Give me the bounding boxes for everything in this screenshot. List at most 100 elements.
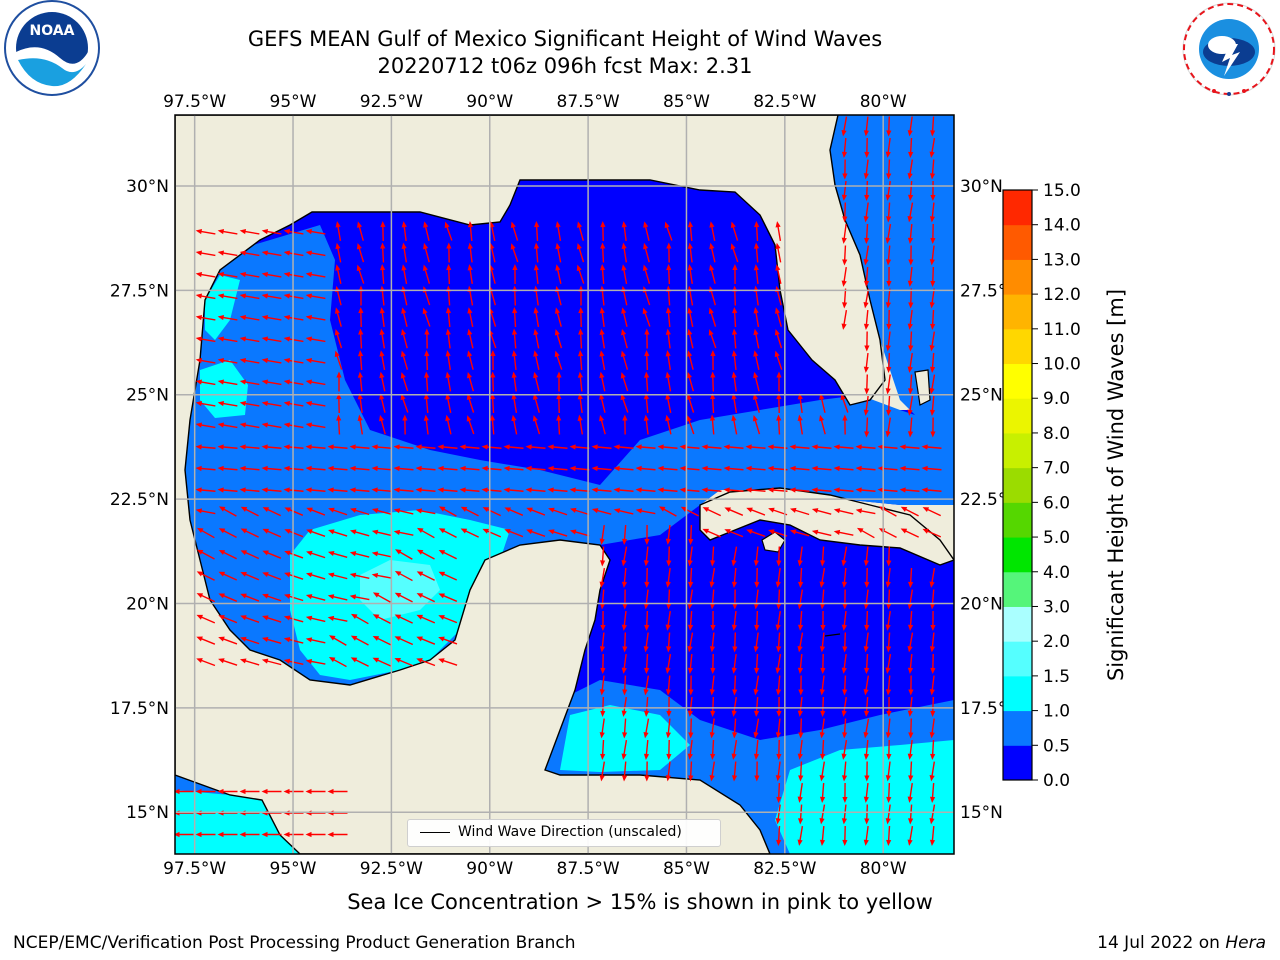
wave-direction-arrow (415, 465, 436, 472)
wave-direction-arrow (548, 529, 568, 537)
wave-direction-arrow (284, 550, 304, 559)
wave-direction-arrow (841, 567, 848, 588)
wave-direction-arrow (753, 739, 760, 760)
wave-direction-arrow (533, 371, 540, 392)
wave-direction-arrow (490, 371, 496, 392)
wave-direction-arrow (175, 831, 194, 838)
colorbar-tick-label: 9.0 (1043, 389, 1070, 409)
wave-direction-arrow (907, 782, 913, 803)
footer-machine: Hera (1225, 933, 1266, 953)
wave-direction-arrow (754, 567, 760, 588)
wave-direction-arrow (415, 508, 436, 515)
wave-direction-arrow (907, 309, 913, 330)
wave-direction-arrow (789, 487, 810, 493)
lon-tick-bottom: 92.5°W (360, 859, 423, 879)
wave-direction-arrow (863, 395, 869, 416)
wave-direction-arrow (239, 250, 260, 257)
wave-direction-arrow (811, 487, 832, 493)
wave-direction-arrow (842, 782, 848, 803)
lon-tick-top: 90°W (466, 92, 513, 112)
wave-direction-arrow (218, 636, 238, 645)
wave-direction-arrow (591, 465, 612, 472)
wave-direction-arrow (438, 636, 458, 645)
wave-direction-arrow (261, 444, 282, 450)
wave-direction-arrow (922, 507, 941, 517)
wave-direction-arrow (438, 549, 457, 560)
wave-direction-arrow (929, 761, 936, 782)
wave-direction-arrow (731, 567, 738, 588)
wave-direction-arrow (548, 507, 568, 516)
wave-direction-arrow (921, 487, 942, 493)
wave-direction-arrow (438, 593, 458, 602)
wave-direction-arrow (569, 529, 590, 537)
wave-direction-arrow (664, 221, 673, 241)
wave-direction-arrow (489, 221, 496, 241)
wave-direction-arrow (578, 328, 584, 349)
wave-direction-arrow (445, 350, 451, 371)
wave-direction-arrow (261, 465, 282, 472)
wave-direction-arrow (886, 782, 892, 803)
footer-date: 14 Jul 2022 on Hera (1097, 933, 1266, 953)
wave-direction-arrow (600, 546, 606, 567)
colorbar-tick-label: 4.0 (1043, 563, 1070, 583)
wave-direction-arrow (261, 357, 282, 364)
wave-direction-arrow (591, 508, 612, 515)
wave-direction-arrow (239, 271, 260, 278)
wave-band-west-coast (200, 275, 248, 418)
wave-direction-arrow (334, 329, 343, 349)
wave-direction-arrow (239, 314, 260, 321)
wave-direction-arrow (709, 242, 716, 263)
wave-direction-arrow (864, 137, 870, 158)
wave-direction-arrow (334, 350, 343, 370)
lat-tick-right: 25°N (960, 386, 1003, 406)
wave-direction-arrow (621, 307, 628, 327)
wave-direction-arrow (798, 761, 804, 782)
wave-direction-arrow (732, 307, 738, 328)
lat-tick-left: 30°N (126, 177, 169, 197)
wave-direction-arrow (305, 465, 326, 472)
wave-direction-arrow (328, 657, 347, 668)
wave-direction-arrow (576, 243, 585, 263)
wave-direction-arrow (283, 831, 304, 838)
wave-direction-arrow (776, 739, 782, 760)
wave-direction-arrow (283, 336, 304, 343)
wave-direction-arrow (306, 507, 326, 516)
wave-direction-arrow (599, 675, 605, 696)
wave-direction-arrow (620, 350, 629, 370)
wave-direction-arrow (283, 400, 304, 407)
wave-direction-arrow (336, 414, 342, 435)
wave-direction-arrow (708, 329, 717, 349)
wave-direction-arrow (356, 264, 365, 284)
wave-direction-arrow (591, 487, 612, 493)
wave-direction-arrow (753, 632, 759, 653)
wave-direction-arrow (262, 593, 282, 602)
nws-logo (1182, 2, 1276, 96)
wave-direction-arrow (423, 414, 429, 435)
wave-direction-arrow (665, 567, 671, 588)
wave-direction-arrow (261, 336, 282, 343)
wave-direction-arrow (731, 328, 738, 349)
map-legend: Wind Wave Direction (unscaled) (407, 819, 721, 847)
wave-direction-arrow (666, 739, 672, 760)
wave-direction-arrow (577, 393, 583, 414)
wave-direction-arrow (724, 507, 744, 516)
wave-direction-arrow (218, 658, 238, 666)
wave-direction-arrow (284, 507, 304, 516)
wave-direction-arrow (349, 551, 370, 558)
wave-direction-arrow (643, 739, 650, 760)
wave-direction-arrow (415, 487, 436, 493)
wave-direction-arrow (349, 444, 370, 450)
wave-direction-arrow (833, 487, 854, 493)
wave-direction-arrow (709, 632, 716, 653)
wave-direction-arrow (621, 567, 628, 588)
wave-direction-arrow (600, 739, 606, 760)
wave-direction-arrow (665, 414, 672, 435)
wave-direction-arrow (797, 696, 803, 717)
wave-direction-arrow (841, 610, 847, 631)
wave-direction-arrow (261, 636, 282, 645)
wave-direction-arrow (196, 658, 216, 667)
wave-direction-arrow (863, 116, 870, 137)
wave-direction-arrow (328, 507, 348, 516)
wave-direction-arrow (731, 653, 737, 674)
